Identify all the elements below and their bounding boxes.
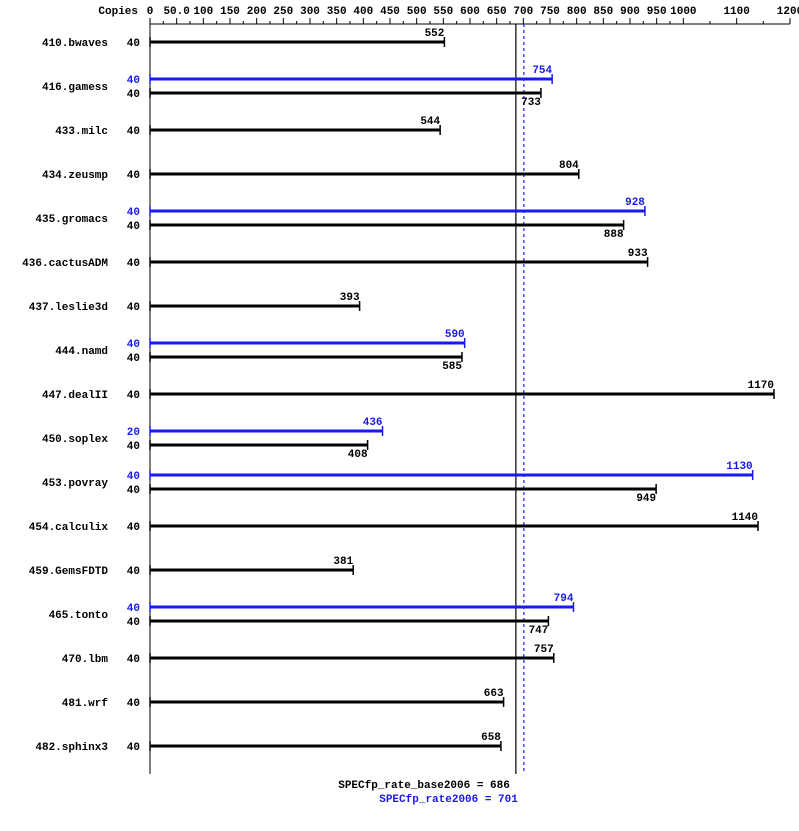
value-base: 663 [484, 688, 504, 700]
value-base: 1140 [732, 512, 758, 524]
copies-base: 40 [127, 353, 140, 365]
copies-peak: 40 [127, 339, 140, 351]
benchmark-name: 434.zeusmp [42, 170, 108, 182]
copies-base: 40 [127, 566, 140, 578]
benchmark-name: 433.milc [55, 126, 108, 138]
value-peak: 1130 [726, 461, 752, 473]
x-tick-label: 450 [380, 6, 400, 18]
value-base: 381 [333, 556, 353, 568]
x-tick-label: 350 [327, 6, 347, 18]
x-tick-label: 1100 [723, 6, 749, 18]
x-tick-label: 850 [593, 6, 613, 18]
benchmark-name: 465.tonto [49, 610, 109, 622]
benchmark-name: 459.GemsFDTD [29, 566, 109, 578]
copies-peak: 40 [127, 75, 140, 87]
benchmark-name: 454.calculix [29, 522, 109, 534]
benchmark-name: 436.cactusADM [22, 258, 108, 270]
value-peak: 928 [625, 197, 645, 209]
value-peak: 794 [554, 593, 574, 605]
x-tick-label: 300 [300, 6, 320, 18]
x-tick-label: 400 [353, 6, 373, 18]
copies-header: Copies [98, 6, 138, 18]
benchmark-name: 435.gromacs [35, 214, 108, 226]
value-base: 552 [425, 28, 445, 40]
chart-background [0, 0, 799, 831]
x-tick-label: 800 [567, 6, 587, 18]
benchmark-name: 453.povray [42, 478, 108, 490]
x-tick-label: 1200 [777, 6, 799, 18]
x-tick-label: 50.0 [163, 6, 189, 18]
copies-base: 40 [127, 89, 140, 101]
benchmark-name: 447.dealII [42, 390, 108, 402]
value-base: 757 [534, 644, 554, 656]
value-base: 658 [481, 732, 501, 744]
x-tick-label: 900 [620, 6, 640, 18]
value-base: 408 [348, 449, 368, 461]
spec-benchmark-chart: Copies 0 50.0 100 150 200 250 300 350 400 450 500 55… [0, 0, 799, 831]
copies-peak: 20 [127, 427, 140, 439]
value-base: 585 [442, 361, 462, 373]
value-base: 949 [636, 493, 656, 505]
copies-base: 40 [127, 654, 140, 666]
x-tick-label: 650 [487, 6, 507, 18]
value-base: 888 [604, 229, 624, 241]
reference-label: SPECfp_rate_base2006 = 686 [338, 780, 510, 792]
benchmark-name: 416.gamess [42, 82, 108, 94]
copies-base: 40 [127, 170, 140, 182]
copies-base: 40 [127, 258, 140, 270]
x-tick-label: 1000 [670, 6, 696, 18]
benchmark-name: 482.sphinx3 [35, 742, 108, 754]
copies-peak: 40 [127, 471, 140, 483]
copies-peak: 40 [127, 603, 140, 615]
value-base: 933 [628, 248, 648, 260]
benchmark-name: 410.bwaves [42, 38, 108, 50]
x-tick-label: 700 [513, 6, 533, 18]
x-tick-label: 550 [433, 6, 453, 18]
x-tick-label: 200 [247, 6, 267, 18]
x-tick-label: 250 [273, 6, 293, 18]
x-tick-label: 0 [147, 6, 154, 18]
copies-base: 40 [127, 485, 140, 497]
benchmark-name: 437.leslie3d [29, 302, 108, 314]
x-tick-label: 500 [407, 6, 427, 18]
x-tick-label: 600 [460, 6, 480, 18]
value-base: 544 [420, 116, 440, 128]
value-peak: 754 [532, 65, 552, 77]
value-peak: 436 [363, 417, 383, 429]
x-tick-label: 100 [193, 6, 213, 18]
copies-base: 40 [127, 126, 140, 138]
reference-label: SPECfp_rate2006 = 701 [379, 794, 518, 806]
benchmark-name: 470.lbm [62, 654, 109, 666]
copies-peak: 40 [127, 207, 140, 219]
copies-base: 40 [127, 742, 140, 754]
x-tick-label: 750 [540, 6, 560, 18]
copies-base: 40 [127, 441, 140, 453]
value-base: 733 [521, 97, 541, 109]
value-base: 393 [340, 292, 360, 304]
copies-base: 40 [127, 617, 140, 629]
benchmark-name: 481.wrf [62, 698, 109, 710]
value-peak: 590 [445, 329, 465, 341]
copies-base: 40 [127, 38, 140, 50]
x-tick-label: 150 [220, 6, 240, 18]
copies-base: 40 [127, 522, 140, 534]
value-base: 804 [559, 160, 579, 172]
copies-base: 40 [127, 221, 140, 233]
value-base: 747 [529, 625, 549, 637]
value-base: 1170 [748, 380, 774, 392]
benchmark-name: 450.soplex [42, 434, 108, 446]
copies-base: 40 [127, 390, 140, 402]
copies-base: 40 [127, 302, 140, 314]
copies-base: 40 [127, 698, 140, 710]
x-tick-label: 950 [647, 6, 667, 18]
benchmark-name: 444.namd [55, 346, 108, 358]
